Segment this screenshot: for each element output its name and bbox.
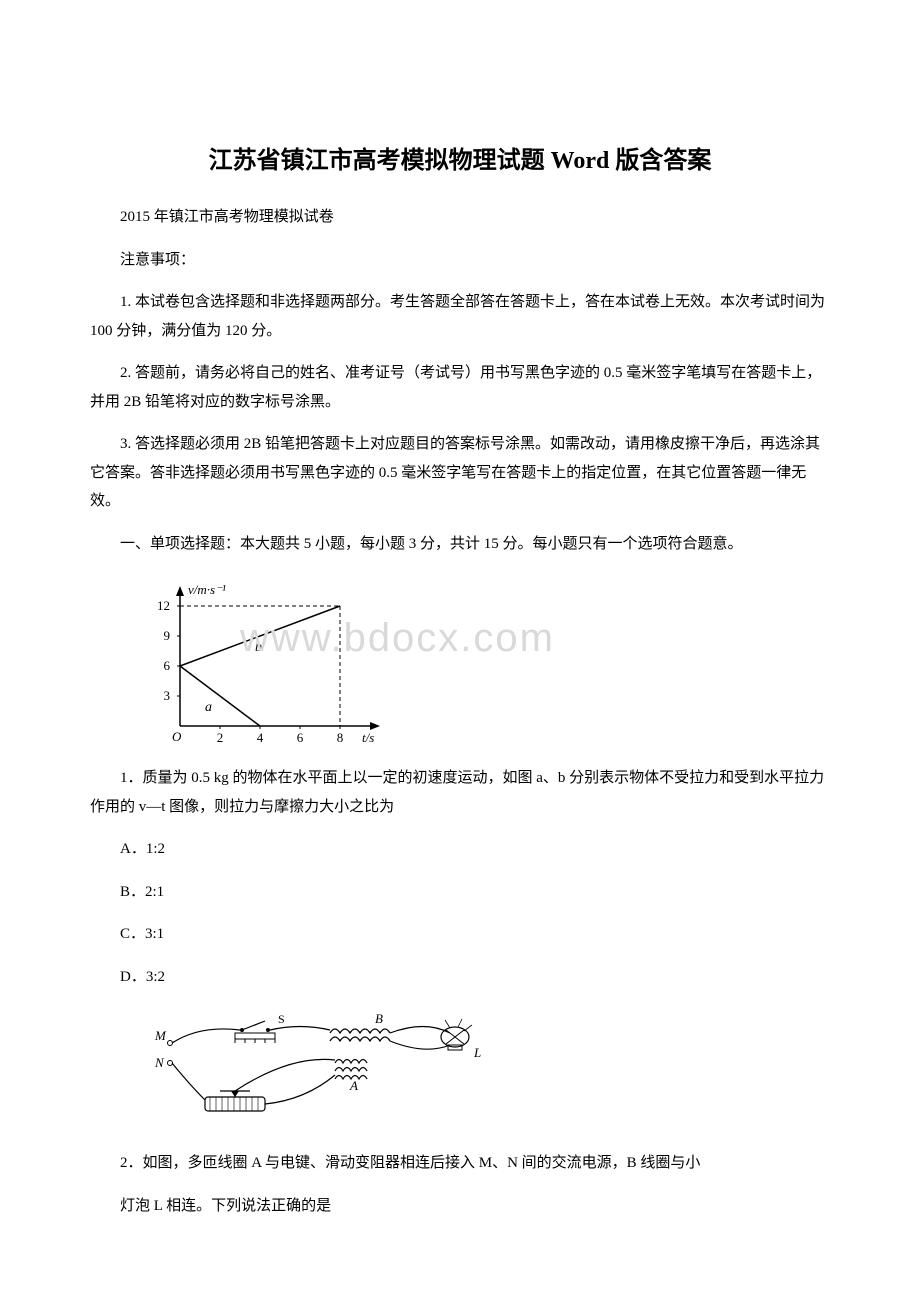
question-1-option-a: A．1:2	[90, 835, 830, 864]
instruction-2: 2. 答题前，请务必将自己的姓名、准考证号（考试号）用书写黑色字迹的 0.5 毫…	[90, 359, 830, 416]
svg-text:12: 12	[157, 598, 170, 613]
svg-text:O: O	[172, 729, 182, 744]
svg-text:4: 4	[257, 730, 264, 745]
subtitle: 2015 年镇江市高考物理模拟试卷	[90, 203, 830, 232]
question-1-option-b: B．2:1	[90, 878, 830, 907]
circuit-diagram: M N S B L A	[150, 1005, 530, 1135]
svg-text:B: B	[375, 1011, 383, 1026]
svg-text:b: b	[255, 640, 262, 655]
instruction-3: 3. 答选择题必须用 2B 铅笔把答题卡上对应题目的答案标号涂黑。如需改动，请用…	[90, 430, 830, 516]
notice-heading: 注意事项：	[90, 246, 830, 275]
svg-text:t/s: t/s	[362, 730, 374, 745]
svg-text:M: M	[154, 1028, 167, 1043]
svg-text:8: 8	[337, 730, 344, 745]
chart-figure: www.bdocx.com 3 6 9 12 2 4 6 8 v/m·s⁻¹ t…	[130, 576, 830, 746]
svg-text:v/m·s⁻¹: v/m·s⁻¹	[188, 582, 226, 597]
question-1-text: 1．质量为 0.5 kg 的物体在水平面上以一定的初速度运动，如图 a、b 分别…	[90, 764, 830, 821]
question-2-text-cont: 灯泡 L 相连。下列说法正确的是	[90, 1192, 830, 1221]
svg-text:L: L	[473, 1045, 481, 1060]
svg-text:a: a	[205, 700, 212, 715]
section-heading: 一、单项选择题：本大题共 5 小题，每小题 3 分，共计 15 分。每小题只有一…	[90, 530, 830, 559]
svg-text:S: S	[278, 1012, 285, 1026]
svg-text:6: 6	[164, 658, 171, 673]
question-1-option-c: C．3:1	[90, 920, 830, 949]
question-2-text: 2．如图，多匝线圈 A 与电键、滑动变阻器相连后接入 M、N 间的交流电源，B …	[90, 1149, 830, 1178]
vt-chart: 3 6 9 12 2 4 6 8 v/m·s⁻¹ t/s O a b	[130, 576, 390, 746]
question-1-option-d: D．3:2	[90, 963, 830, 992]
svg-text:N: N	[154, 1055, 165, 1070]
svg-text:6: 6	[297, 730, 304, 745]
svg-text:2: 2	[217, 730, 224, 745]
svg-text:3: 3	[164, 688, 171, 703]
svg-text:9: 9	[164, 628, 171, 643]
document-title: 江苏省镇江市高考模拟物理试题 Word 版含答案	[90, 140, 830, 175]
instruction-1: 1. 本试卷包含选择题和非选择题两部分。考生答题全部答在答题卡上，答在本试卷上无…	[90, 288, 830, 345]
svg-text:A: A	[349, 1078, 358, 1093]
